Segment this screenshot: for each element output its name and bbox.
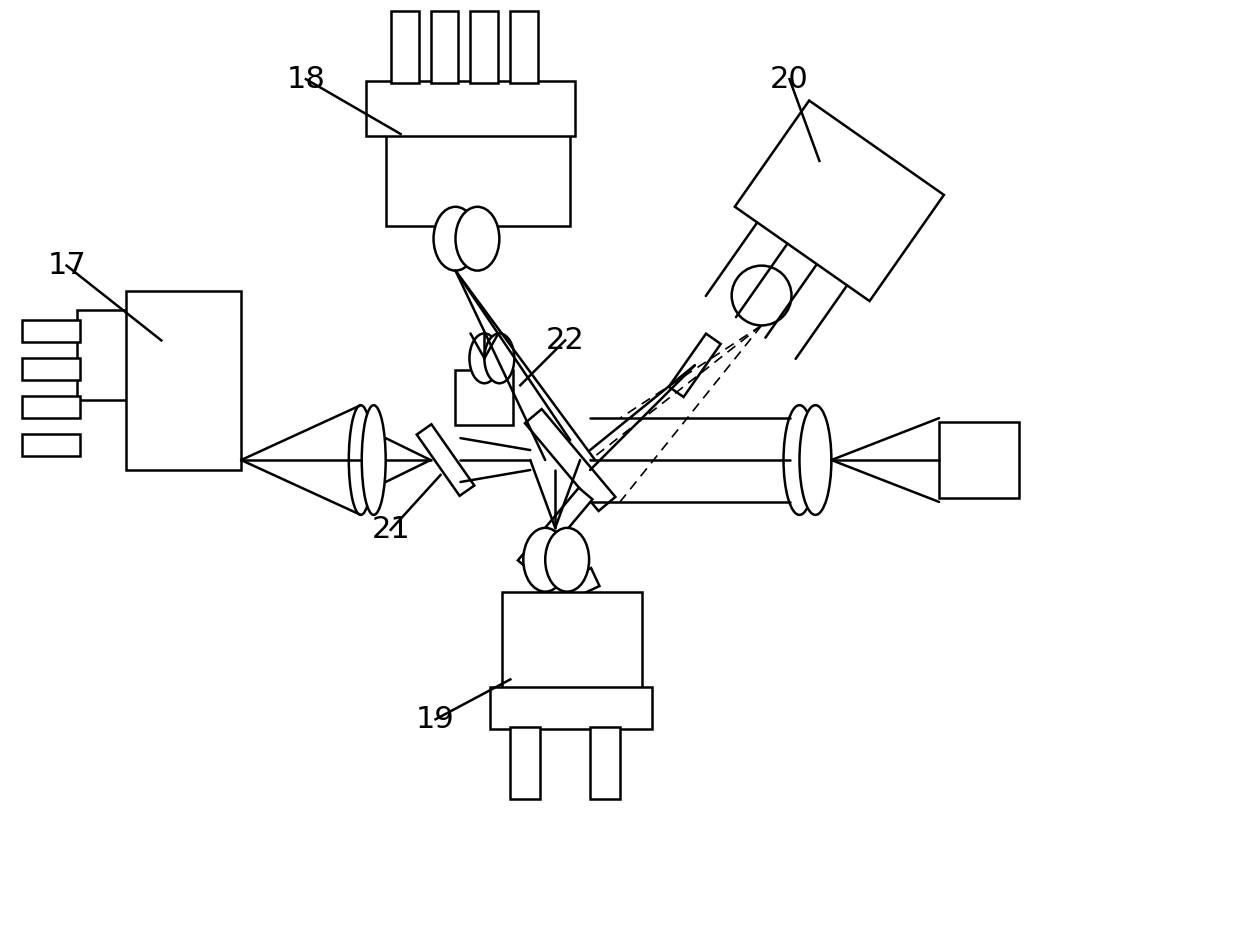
Bar	[431, 11, 458, 83]
Polygon shape	[536, 568, 600, 611]
Polygon shape	[735, 101, 944, 301]
Bar	[22, 396, 79, 418]
Bar	[491, 687, 652, 729]
Ellipse shape	[470, 333, 499, 384]
Ellipse shape	[732, 266, 792, 326]
Bar	[126, 290, 242, 470]
Polygon shape	[416, 425, 475, 496]
Ellipse shape	[434, 207, 477, 270]
Ellipse shape	[545, 527, 589, 591]
Bar	[471, 11, 498, 83]
Bar	[22, 321, 79, 343]
Polygon shape	[518, 487, 592, 572]
Bar	[502, 591, 642, 691]
Bar	[77, 310, 131, 400]
Bar	[390, 11, 419, 83]
Ellipse shape	[456, 207, 499, 270]
Polygon shape	[669, 333, 721, 397]
Text: 20: 20	[771, 65, 809, 93]
Bar	[939, 422, 1018, 498]
Ellipse shape	[484, 333, 514, 384]
Ellipse shape	[362, 406, 385, 515]
Text: 21: 21	[372, 515, 410, 545]
Ellipse shape	[799, 406, 831, 515]
Bar	[22, 434, 79, 456]
Text: 17: 17	[47, 251, 85, 280]
Text: 19: 19	[416, 704, 455, 734]
Text: 18: 18	[286, 65, 326, 93]
Bar	[590, 727, 620, 799]
Ellipse shape	[523, 527, 567, 591]
Text: 22: 22	[546, 326, 585, 355]
Ellipse shape	[349, 406, 373, 515]
Bar	[510, 727, 540, 799]
Bar	[510, 11, 538, 83]
Ellipse shape	[783, 406, 815, 515]
Bar	[22, 358, 79, 380]
Polygon shape	[525, 409, 616, 511]
Bar	[385, 131, 570, 226]
Bar	[366, 81, 575, 136]
Bar	[456, 370, 513, 426]
